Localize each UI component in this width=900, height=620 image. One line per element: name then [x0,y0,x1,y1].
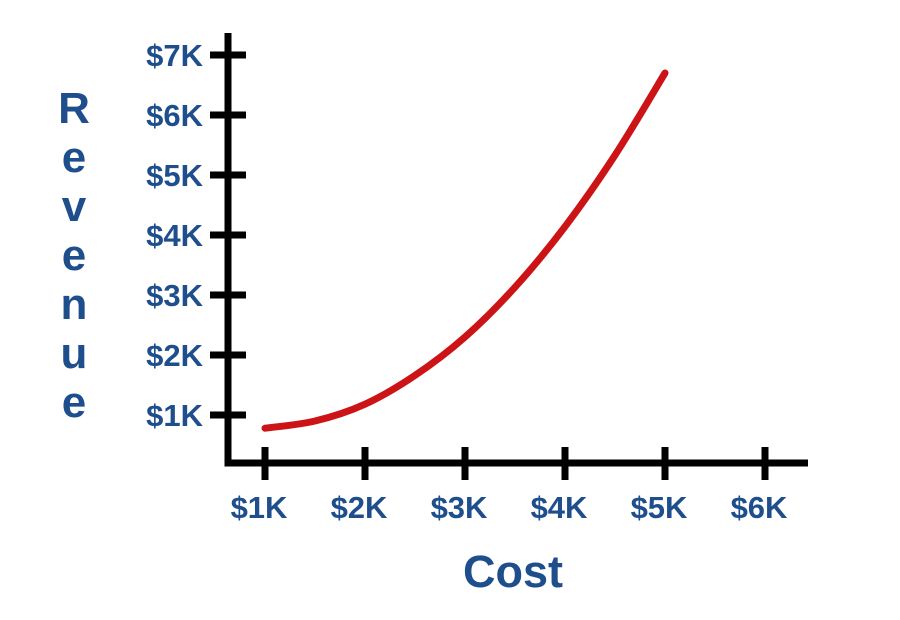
tick-marks [210,51,769,480]
x-tick-label: $3K [431,490,488,525]
y-tick-label: $1K [146,398,203,433]
y-axis-title-letter: R [58,84,90,133]
y-axis-title-letter: e [61,231,87,280]
y-tick-label: $2K [146,338,203,373]
y-tick-label: $7K [146,38,203,73]
revenue-curve-line [261,69,669,432]
x-tick-label: $6K [731,490,788,525]
axes-lines [224,33,808,467]
y-tick-label: $4K [146,218,203,253]
x-tick-label: $2K [331,490,388,525]
y-tick-label: $6K [146,98,203,133]
x-tick-label: $5K [631,490,688,525]
y-axis-title-letter: e [61,133,87,182]
x-tick-label: $1K [231,490,288,525]
x-axis-title: Cost [463,546,563,597]
y-axis-title-letter: e [61,378,87,427]
tick-labels: $1K $2K $3K $4K $5K $6K $7K $1K $2K $3K $4K $5K $6K [146,38,788,525]
y-axis-title-letter: v [61,182,87,231]
y-tick-label: $3K [146,278,203,313]
x-tick-label: $4K [531,490,588,525]
y-axis-title-letter: n [60,280,88,329]
y-tick-label: $5K [146,158,203,193]
y-axis-title-letter: u [60,329,88,378]
